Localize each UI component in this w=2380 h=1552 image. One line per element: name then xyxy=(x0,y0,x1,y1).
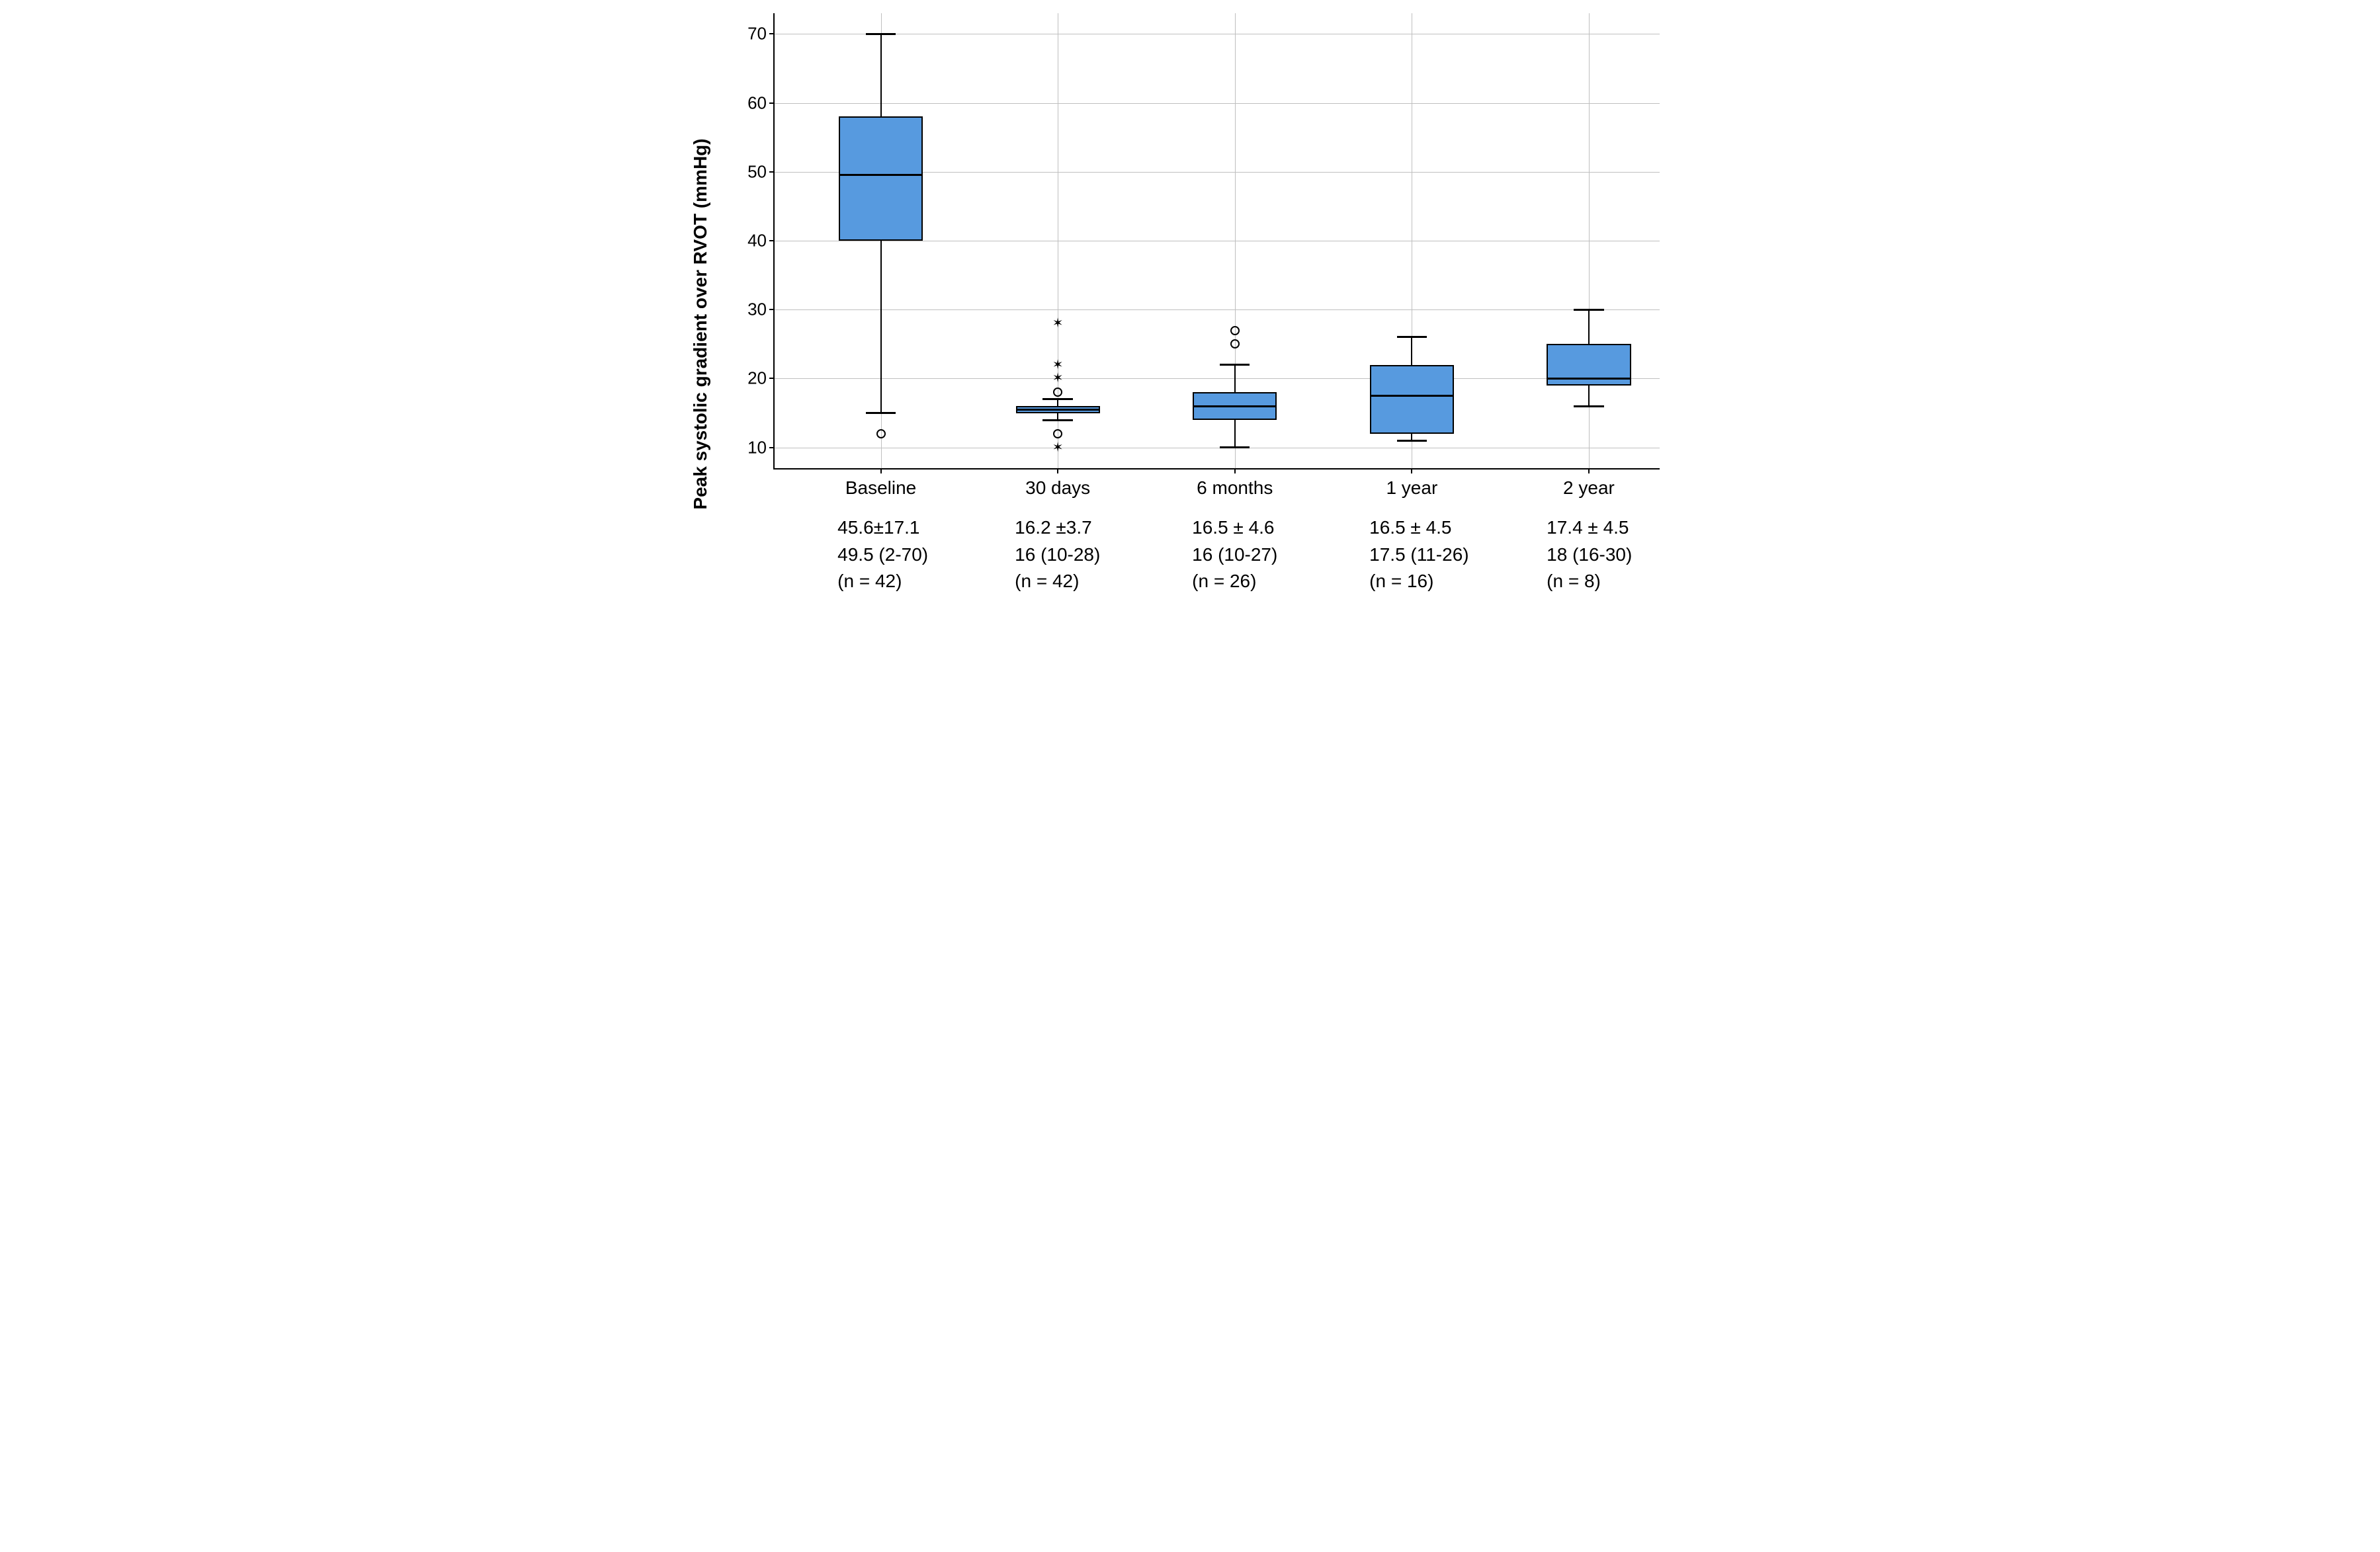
ytick-label: 60 xyxy=(747,93,775,113)
outlier-star: ✶ xyxy=(1052,372,1064,385)
whisker-lower xyxy=(880,241,882,413)
x-axis-label: 30 days xyxy=(1025,477,1090,499)
stat-n: (n = 42) xyxy=(1015,568,1100,595)
outlier-circle xyxy=(1230,339,1240,348)
outlier-star: ✶ xyxy=(1052,317,1064,330)
box xyxy=(839,116,923,241)
x-axis-label: Baseline xyxy=(845,477,916,499)
median-line xyxy=(839,174,923,176)
stat-n: (n = 16) xyxy=(1369,568,1468,595)
ytick-label: 70 xyxy=(747,24,775,44)
median-line xyxy=(1370,395,1454,397)
stat-mean-sd: 17.4 ± 4.5 xyxy=(1547,514,1632,542)
stat-median-range: 16 (10-28) xyxy=(1015,542,1100,569)
outlier-star: ✶ xyxy=(1052,441,1064,454)
stats-block: 16.5 ± 4.517.5 (11-26)(n = 16) xyxy=(1369,514,1468,595)
whisker-cap-low xyxy=(1220,446,1250,448)
whisker-cap-high xyxy=(1397,336,1427,338)
whisker-cap-high xyxy=(1042,398,1072,400)
stat-median-range: 17.5 (11-26) xyxy=(1369,542,1468,569)
xtick-mark xyxy=(1411,468,1412,473)
whisker-upper xyxy=(880,34,882,116)
stat-mean-sd: 16.5 ± 4.6 xyxy=(1192,514,1277,542)
x-axis-label: 1 year xyxy=(1386,477,1437,499)
gridline-h xyxy=(775,309,1660,310)
outlier-circle xyxy=(1053,388,1062,397)
gridline-h xyxy=(775,103,1660,104)
stat-mean-sd: 16.5 ± 4.5 xyxy=(1369,514,1468,542)
whisker-cap-low xyxy=(866,412,896,414)
y-axis-label: Peak systolic gradient over RVOT (mmHg) xyxy=(690,138,711,509)
stats-block: 45.6±17.149.5 (2-70)(n = 42) xyxy=(837,514,928,595)
xtick-mark xyxy=(1057,468,1058,473)
median-line xyxy=(1193,405,1277,407)
box xyxy=(1370,365,1454,434)
stat-mean-sd: 16.2 ±3.7 xyxy=(1015,514,1100,542)
whisker-cap-low xyxy=(1042,419,1072,421)
ytick-label: 10 xyxy=(747,437,775,458)
stat-n: (n = 8) xyxy=(1547,568,1632,595)
x-axis-label: 6 months xyxy=(1197,477,1273,499)
whisker-cap-low xyxy=(1574,405,1603,407)
whisker-cap-high xyxy=(1574,309,1603,311)
outlier-star: ✶ xyxy=(1052,358,1064,372)
stat-mean-sd: 45.6±17.1 xyxy=(837,514,928,542)
stats-block: 17.4 ± 4.518 (16-30)(n = 8) xyxy=(1547,514,1632,595)
whisker-lower xyxy=(1588,386,1590,406)
x-axis-label: 2 year xyxy=(1563,477,1615,499)
stats-block: 16.5 ± 4.616 (10-27)(n = 26) xyxy=(1192,514,1277,595)
whisker-upper xyxy=(1057,399,1058,406)
whisker-lower xyxy=(1234,420,1236,448)
xtick-mark xyxy=(1234,468,1236,473)
whisker-cap-high xyxy=(866,33,896,35)
plot-area: 10203040506070Baseline30 days6 months1 y… xyxy=(773,13,1660,470)
chart-container: Peak systolic gradient over RVOT (mmHg) … xyxy=(694,0,1686,648)
xtick-mark xyxy=(880,468,882,473)
stat-median-range: 49.5 (2-70) xyxy=(837,542,928,569)
stat-median-range: 18 (16-30) xyxy=(1547,542,1632,569)
whisker-cap-low xyxy=(1397,440,1427,442)
whisker-cap-high xyxy=(1220,364,1250,366)
ytick-label: 50 xyxy=(747,161,775,182)
stats-block: 16.2 ±3.716 (10-28)(n = 42) xyxy=(1015,514,1100,595)
whisker-upper xyxy=(1411,337,1412,365)
stat-median-range: 16 (10-27) xyxy=(1192,542,1277,569)
stat-n: (n = 26) xyxy=(1192,568,1277,595)
ytick-label: 20 xyxy=(747,368,775,389)
outlier-circle xyxy=(876,429,886,438)
outlier-circle xyxy=(1230,326,1240,335)
median-line xyxy=(1016,409,1100,411)
stat-n: (n = 42) xyxy=(837,568,928,595)
gridline-h xyxy=(775,378,1660,379)
ytick-label: 40 xyxy=(747,231,775,251)
whisker-upper xyxy=(1234,365,1236,393)
xtick-mark xyxy=(1588,468,1590,473)
outlier-circle xyxy=(1053,429,1062,438)
ytick-label: 30 xyxy=(747,300,775,320)
median-line xyxy=(1547,378,1631,380)
whisker-upper xyxy=(1588,309,1590,344)
